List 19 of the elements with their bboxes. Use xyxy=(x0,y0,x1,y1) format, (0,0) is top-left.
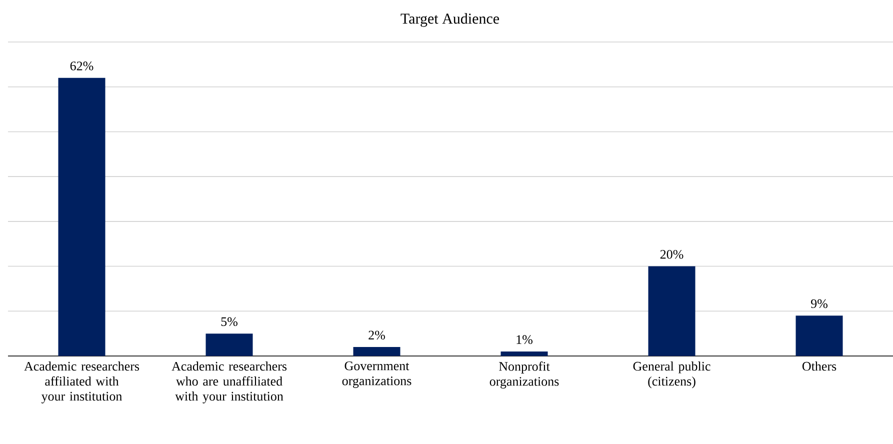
x-tick-label: Others xyxy=(802,362,836,371)
bar xyxy=(206,334,253,356)
bar xyxy=(500,352,548,356)
x-tick-label: Government organizations xyxy=(342,362,412,388)
bar xyxy=(353,347,400,356)
data-label: 5% xyxy=(221,317,238,326)
x-tick-label: Nonprofit organizations xyxy=(490,362,559,388)
data-label: 62% xyxy=(70,62,94,70)
x-tick-label: General public (citizens) xyxy=(633,362,710,388)
chart-title: Target Audience xyxy=(400,13,500,27)
bar xyxy=(796,316,843,356)
data-label: 2% xyxy=(368,330,385,340)
data-label: 20% xyxy=(660,250,684,259)
data-label: 1% xyxy=(516,335,532,344)
data-label: 9% xyxy=(811,299,828,308)
bar xyxy=(58,78,106,356)
x-tick-label: Academic researchers affiliated with your institution xyxy=(24,362,140,404)
bar xyxy=(648,266,696,356)
x-tick-label: Academic researchers who are unaffiliated with your institution xyxy=(172,362,287,404)
